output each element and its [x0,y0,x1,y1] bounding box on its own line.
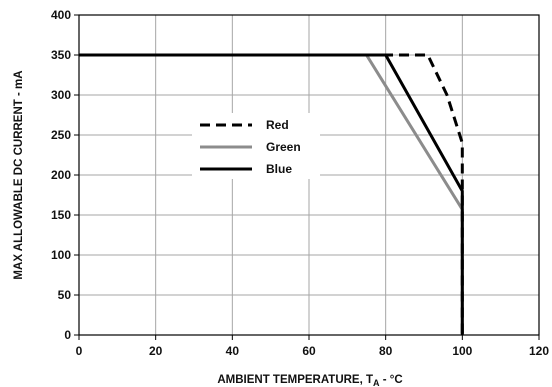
legend-item-red: Red [200,118,289,132]
legend: Red Green Blue [192,113,320,179]
y-tick-label-400: 400 [51,8,71,22]
x-axis-title-main: AMBIENT TEMPERATURE, T [217,374,373,386]
legend-label-blue: Blue [266,162,292,176]
series-lines [79,53,464,335]
y-tick-label-100: 100 [51,248,71,262]
y-tick-label-50: 50 [58,288,72,302]
legend-item-blue: Blue [200,162,292,176]
series-line-red [79,53,464,335]
x-axis-title: AMBIENT TEMPERATURE, TA - °C [217,374,402,387]
y-axis-title: MAX ALLOWABLE DC CURRENT - mA [13,70,25,279]
y-tick-label-200: 200 [51,168,71,182]
x-tick-label-60: 60 [302,344,316,358]
x-axis-title-subscript: A [373,378,380,387]
y-tick-label-150: 150 [51,208,71,222]
x-tick-label-100: 100 [452,344,472,358]
y-tick-label-0: 0 [64,328,71,342]
legend-label-green: Green [266,140,301,154]
legend-item-green: Green [200,140,301,154]
x-tick-label-80: 80 [379,344,393,358]
y-tick-label-250: 250 [51,128,71,142]
y-tick-label-300: 300 [51,88,71,102]
x-tick-label-0: 0 [76,344,83,358]
x-tick-label-40: 40 [226,344,240,358]
x-tick-label-20: 20 [149,344,163,358]
tick-labels: 0 50 100 150 200 250 300 350 400 0 20 40 60 80 100 120 [51,8,549,358]
series-line-green [79,53,464,335]
x-tick-label-120: 120 [529,344,549,358]
y-tick-label-350: 350 [51,48,71,62]
series-line-blue [79,53,464,335]
x-axis-title-unit: - °C [380,374,403,386]
legend-label-red: Red [266,118,289,132]
